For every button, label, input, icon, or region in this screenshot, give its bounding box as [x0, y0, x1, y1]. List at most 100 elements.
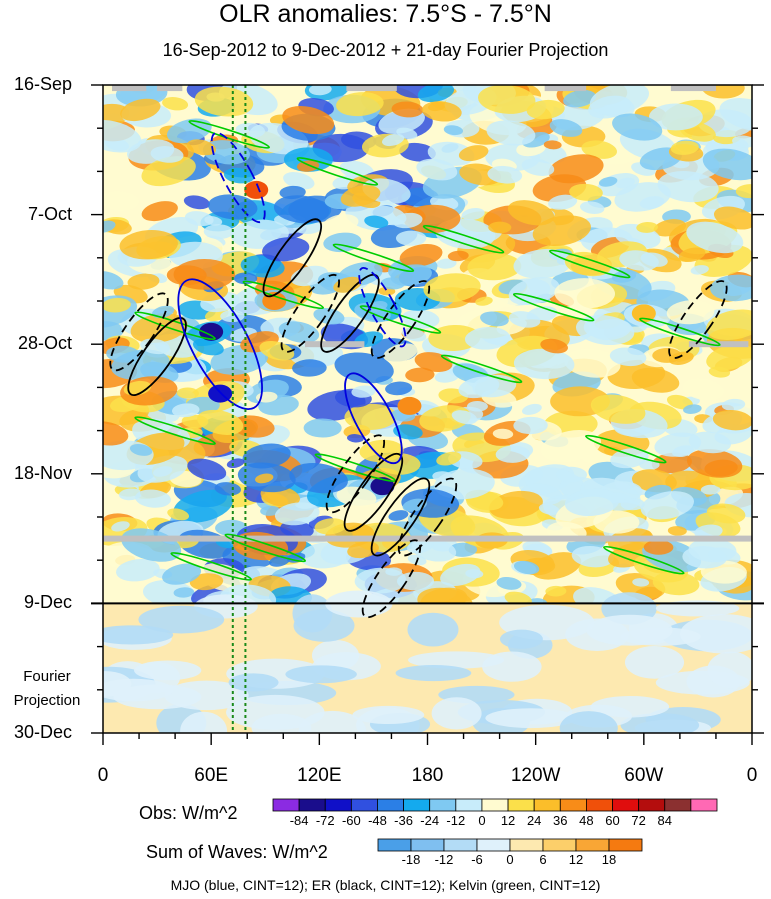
- obs-anomaly-cell: [184, 211, 214, 227]
- mjo-contour: [344, 372, 403, 465]
- obs-anomaly-cell: [486, 120, 536, 146]
- obs-anomaly-cell: [554, 278, 616, 309]
- obs-anomaly-cell: [590, 394, 646, 424]
- obs-anomaly-cell: [162, 563, 202, 585]
- missing-data-bar: [157, 85, 183, 92]
- obs-anomaly-cell: [283, 172, 315, 190]
- missing-data-bar: [112, 85, 147, 92]
- x-tick-label: 60E: [194, 765, 229, 786]
- obs-colorbar-label: 84: [657, 813, 672, 828]
- kelvin-contour: [422, 224, 505, 254]
- obs-anomaly-cell: [521, 158, 555, 176]
- obs-anomaly-cell: [123, 380, 152, 396]
- projection-cell: [164, 680, 249, 711]
- obs-anomaly-cell: [563, 89, 596, 108]
- er-contour: [109, 292, 169, 372]
- chart-title: OLR anomalies: 7.5°S - 7.5°N: [219, 0, 552, 28]
- waves-colorbar-label: -6: [471, 852, 483, 867]
- obs-anomaly-cell: [508, 311, 541, 328]
- projection-cell: [352, 705, 425, 725]
- missing-data-bar: [346, 85, 397, 92]
- obs-anomaly-cell: [308, 85, 332, 96]
- obs-anomaly-cell: [440, 563, 481, 587]
- obs-anomaly-cell: [167, 508, 190, 521]
- kelvin-contour: [170, 552, 252, 581]
- obs-anomaly-cell: [162, 96, 189, 111]
- contour-legend-caption: MJO (blue, CINT=12); ER (black, CINT=12)…: [170, 877, 601, 893]
- kelvin-contour: [440, 354, 523, 384]
- obs-anomaly-cell: [336, 486, 377, 508]
- waves-colorbar-swatch: [410, 838, 445, 852]
- obs-anomaly-cell: [508, 277, 560, 306]
- obs-colorbar-swatch: [324, 798, 352, 812]
- obs-anomaly-cell: [706, 309, 752, 341]
- obs-colorbar-swatch: [638, 798, 666, 812]
- x-tick-label: 0: [746, 765, 758, 786]
- obs-anomaly-cell: [111, 521, 130, 532]
- obs-anomaly-cell: [214, 482, 242, 496]
- obs-anomaly-cell: [153, 466, 173, 477]
- obs-anomaly-cell: [436, 451, 462, 466]
- obs-anomaly-cell: [475, 296, 493, 306]
- obs-colorbar-label: 72: [631, 813, 646, 828]
- obs-anomaly-cell: [487, 165, 523, 184]
- obs-anomaly-cell: [391, 101, 424, 118]
- obs-anomaly-cell: [713, 206, 752, 230]
- obs-anomaly-cell: [581, 140, 618, 159]
- obs-anomaly-cell: [690, 265, 709, 275]
- obs-anomaly-cell: [103, 120, 142, 153]
- obs-anomaly-cell: [171, 403, 200, 418]
- obs-colorbar-label: -60: [341, 813, 361, 828]
- obs-anomaly-cell: [694, 524, 723, 540]
- obs-anomaly-cell: [223, 167, 255, 184]
- obs-anomaly-cell: [732, 135, 752, 148]
- obs-anomaly-cell: [686, 449, 743, 478]
- waves-colorbar-label: 6: [539, 852, 547, 867]
- obs-anomaly-cell: [273, 195, 330, 224]
- obs-anomaly-cell: [399, 243, 443, 267]
- obs-anomaly-cell: [385, 381, 413, 396]
- obs-colorbar-label: 36: [553, 813, 568, 828]
- obs-anomaly-cell: [640, 491, 694, 520]
- obs-anomaly-cell: [464, 326, 510, 350]
- waves-colorbar-label: 12: [568, 852, 584, 867]
- obs-anomaly-cell: [385, 567, 403, 576]
- obs-anomaly-cell: [700, 484, 721, 495]
- projection-cell: [482, 651, 542, 682]
- obs-anomaly-cell: [569, 183, 603, 201]
- obs-anomaly-cell: [688, 538, 737, 563]
- obs-colorbar-label: -84: [289, 813, 309, 828]
- obs-anomaly-cell: [540, 429, 602, 463]
- obs-anomaly-cell: [489, 490, 543, 519]
- obs-anomaly-cell: [614, 182, 671, 212]
- obs-colorbar-swatch: [533, 798, 561, 812]
- obs-anomaly-cell: [480, 311, 509, 327]
- obs-anomaly-cell: [666, 394, 693, 410]
- projection-cell: [431, 697, 482, 730]
- er-contour: [668, 280, 728, 359]
- obs-anomaly-cell: [141, 156, 196, 187]
- obs-anomaly-cell: [192, 338, 224, 356]
- obs-anomaly-cell: [564, 488, 620, 517]
- kelvin-contour: [512, 292, 595, 322]
- projection-cell: [103, 678, 174, 702]
- y-tick-label: 18-Nov: [13, 462, 72, 483]
- obs-anomaly-cell: [333, 276, 362, 293]
- kelvin-contour: [359, 305, 442, 334]
- obs-anomaly-cell: [548, 194, 578, 210]
- obs-anomaly-cell: [395, 230, 427, 246]
- obs-anomaly-cell: [173, 259, 236, 290]
- obs-anomaly-cell: [403, 204, 461, 234]
- obs-anomaly-cell: [706, 343, 752, 371]
- kelvin-contour: [548, 249, 631, 279]
- obs-anomaly-core: [370, 477, 395, 496]
- obs-anomaly-cell: [226, 458, 245, 469]
- obs-anomaly-cell: [588, 95, 631, 119]
- obs-anomaly-cell: [428, 324, 481, 351]
- obs-colorbar-swatch: [586, 798, 613, 812]
- projection-cell: [251, 713, 312, 733]
- obs-colorbar-swatch: [481, 798, 509, 812]
- obs-anomaly-cell: [612, 113, 663, 141]
- obs-anomaly-cell: [187, 458, 227, 481]
- missing-data-bar: [544, 85, 587, 92]
